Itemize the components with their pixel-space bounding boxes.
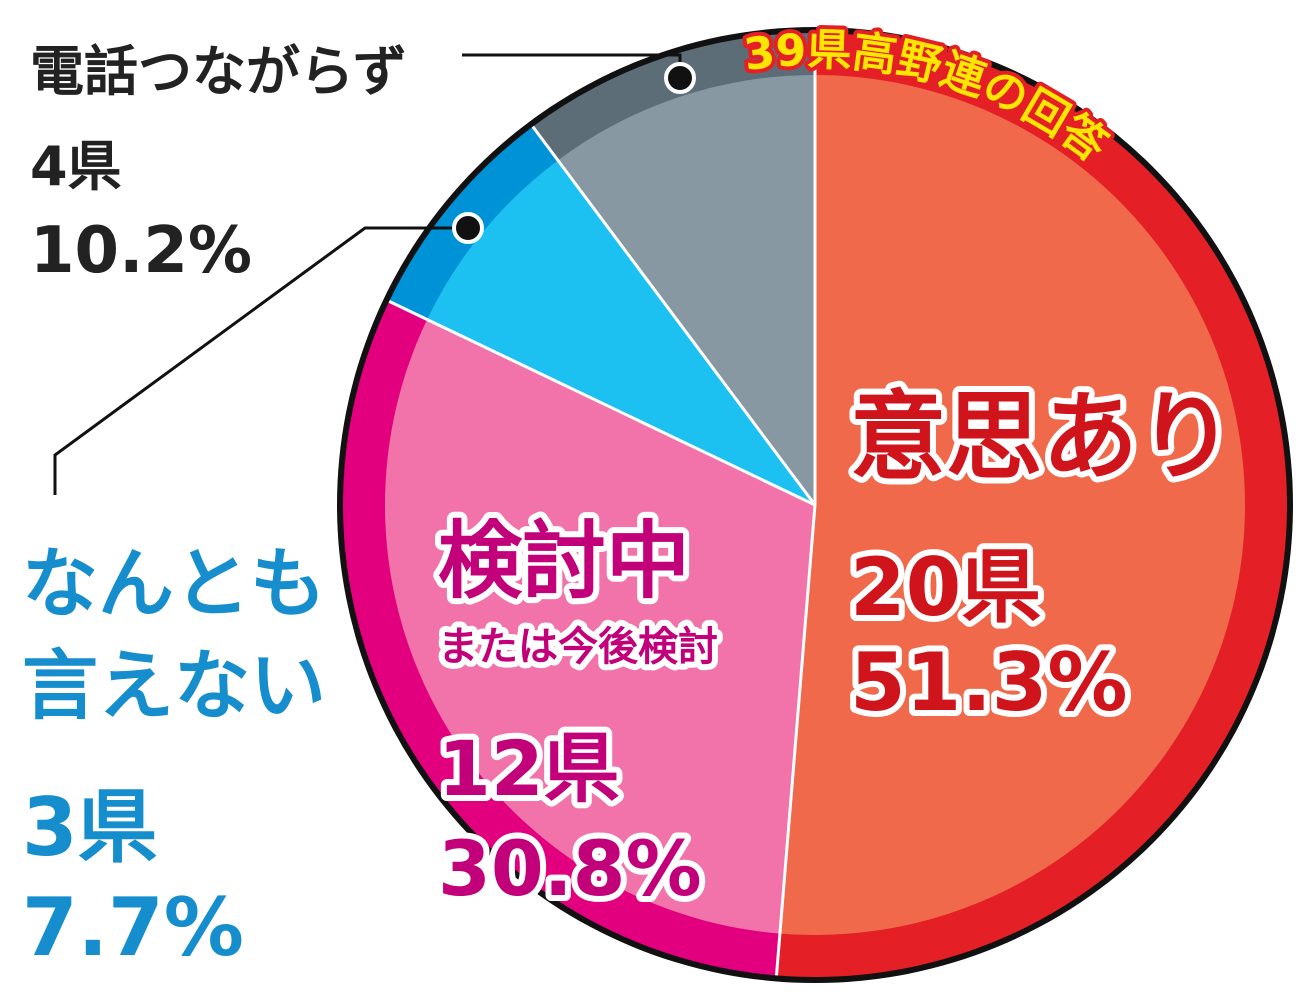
- slice-value-label: 7.7%: [22, 881, 244, 974]
- slice-label: 検討中: [438, 512, 690, 610]
- slice-label: 意思あり: [850, 381, 1234, 493]
- slice-label: 電話つながらず: [30, 40, 407, 103]
- pie-slice-inner: [557, 75, 815, 505]
- leader-dot: [664, 62, 696, 94]
- slice-label: または今後検討: [438, 624, 718, 670]
- slice-count: 12県: [438, 724, 620, 813]
- pie-slice-inner: [427, 160, 815, 505]
- pie-slice-inner: [779, 74, 1246, 935]
- slice-value-label: 30.8%: [438, 824, 702, 913]
- leader-line: [53, 226, 468, 495]
- slice-count: 20県: [850, 541, 1041, 634]
- slice-separator: [531, 125, 817, 506]
- slice-label: なんとも: [22, 539, 326, 628]
- slice-count: 3県: [22, 781, 158, 874]
- slice-separator: [774, 504, 817, 976]
- pie-slice-inner: [385, 319, 815, 934]
- slice-separator: [388, 299, 816, 507]
- slice-value-label: 51.3%: [850, 636, 1128, 729]
- slice-count: 4県: [30, 135, 122, 198]
- slice-label: 言えない: [22, 641, 326, 730]
- leader-dot: [452, 212, 484, 244]
- slice-value-label: 10.2%: [30, 214, 252, 288]
